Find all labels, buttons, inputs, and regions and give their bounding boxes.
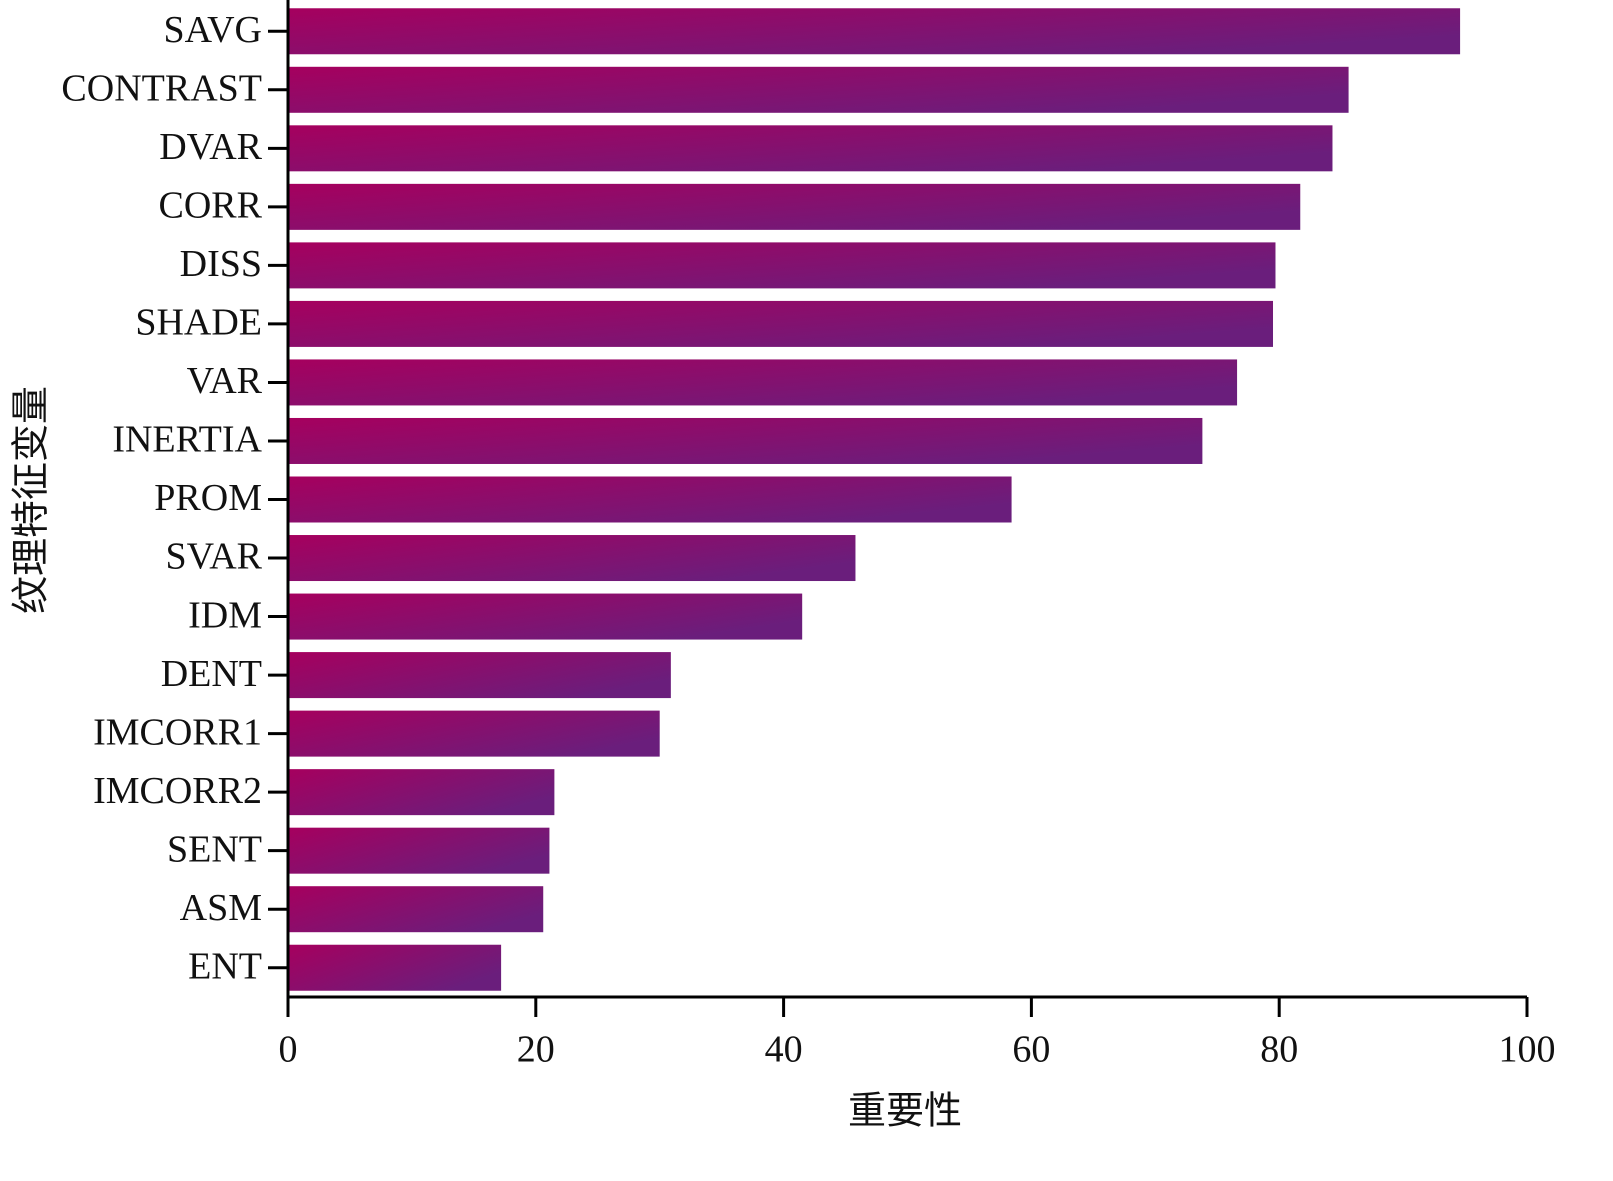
bar — [288, 125, 1333, 172]
x-tick-label: 40 — [765, 1029, 803, 1071]
x-tick-label: 0 — [279, 1029, 298, 1071]
y-tick-label: DENT — [161, 653, 262, 695]
y-tick-label: IDM — [188, 594, 262, 636]
y-tick-label: DVAR — [159, 126, 262, 168]
x-axis-label: 重要性 — [848, 1091, 962, 1133]
y-tick-label: CORR — [159, 185, 263, 227]
bar — [288, 359, 1238, 406]
bar — [288, 300, 1274, 347]
bar — [288, 8, 1461, 55]
bar — [288, 66, 1349, 113]
y-tick-label: SAVG — [163, 9, 262, 51]
y-tick-label: SVAR — [166, 536, 263, 578]
bar — [288, 944, 502, 991]
x-tick-label: 80 — [1260, 1029, 1298, 1071]
bar — [288, 827, 550, 874]
y-tick-label: ASM — [180, 887, 262, 929]
y-tick-label: DISS — [180, 243, 262, 285]
x-tick-label: 100 — [1499, 1029, 1556, 1071]
bar — [288, 417, 1203, 464]
bar — [288, 476, 1012, 523]
bar — [288, 886, 544, 933]
y-axis-label: 纹理特征变量 — [11, 386, 53, 614]
y-tick-label: PROM — [154, 477, 262, 519]
bar — [288, 535, 856, 582]
y-tick-label: INERTIA — [112, 419, 262, 461]
x-tick-label: 20 — [517, 1029, 555, 1071]
y-tick-label: SHADE — [135, 302, 262, 344]
bar — [288, 710, 660, 757]
y-tick-label: CONTRAST — [61, 68, 262, 110]
bar — [288, 593, 803, 640]
y-tick-label: SENT — [167, 828, 262, 870]
bar — [288, 242, 1276, 289]
bar — [288, 769, 555, 816]
y-tick-label: IMCORR1 — [93, 711, 262, 753]
y-tick-label: ENT — [188, 945, 262, 987]
y-tick-label: IMCORR2 — [93, 770, 262, 812]
bar — [288, 183, 1301, 230]
y-tick-label: VAR — [187, 360, 263, 402]
x-tick-label: 60 — [1012, 1029, 1050, 1071]
bar — [288, 652, 671, 699]
